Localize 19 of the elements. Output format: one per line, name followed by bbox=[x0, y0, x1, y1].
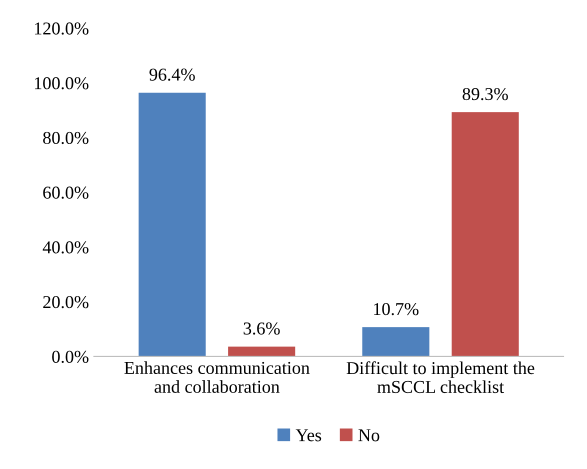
data-label: 89.3% bbox=[462, 88, 508, 100]
data-label: 3.6% bbox=[244, 322, 280, 335]
bar bbox=[362, 327, 430, 356]
x-tick-label: Difficult to implement the mSCCL checklist bbox=[346, 361, 534, 394]
legend-label: Yes bbox=[296, 429, 322, 442]
y-tick-label: 120.0% bbox=[34, 22, 88, 35]
legend-label: No bbox=[358, 429, 380, 442]
data-label: 96.4% bbox=[149, 68, 195, 81]
y-tick-label: 80.0% bbox=[43, 132, 88, 144]
data-label: 10.7% bbox=[374, 302, 419, 316]
bar bbox=[138, 92, 206, 356]
y-tick-label: 0.0% bbox=[52, 350, 88, 363]
x-tick-label: Enhances communication and collaboration bbox=[124, 361, 310, 393]
bar bbox=[452, 112, 519, 356]
y-tick-label: 40.0% bbox=[42, 241, 88, 254]
y-tick-label: 100.0% bbox=[34, 77, 88, 90]
bar bbox=[228, 346, 296, 356]
y-tick-label: 60.0% bbox=[43, 186, 88, 199]
y-tick-label: 20.0% bbox=[43, 296, 88, 308]
